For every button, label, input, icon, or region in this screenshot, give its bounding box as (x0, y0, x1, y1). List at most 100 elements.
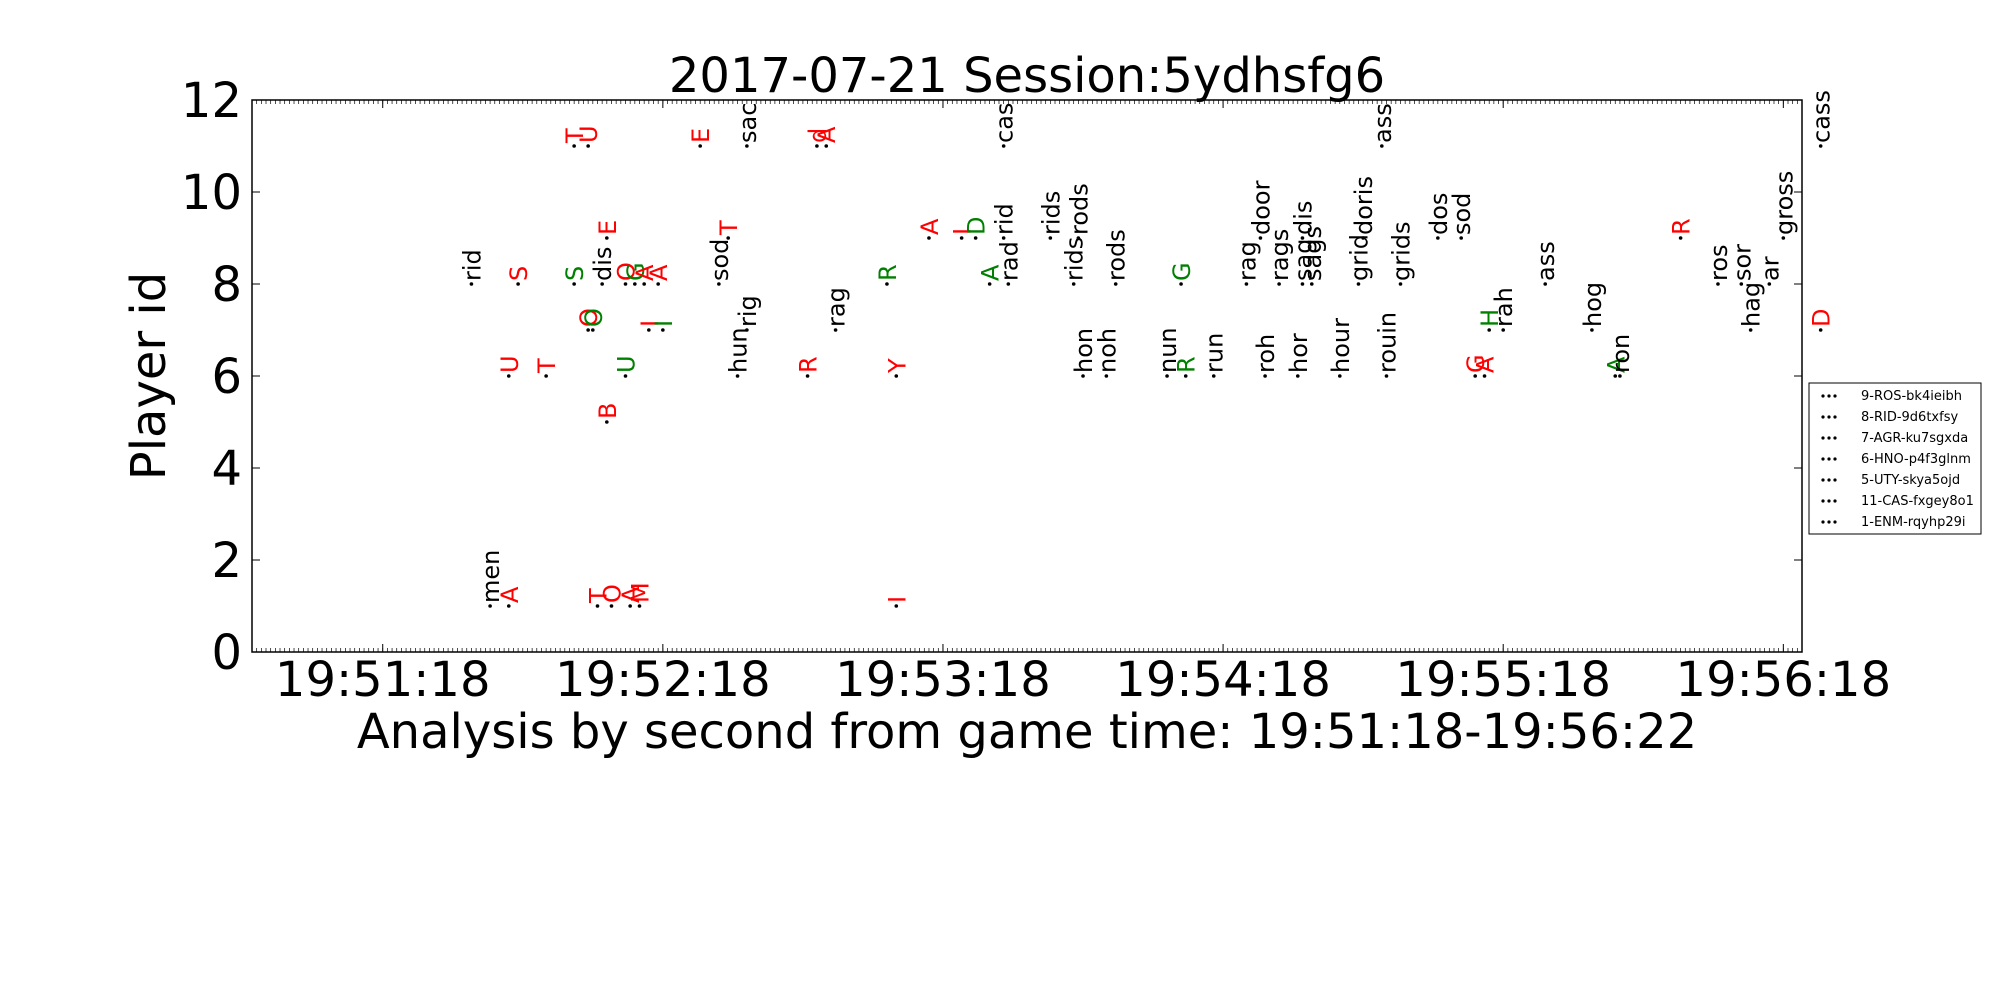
data-point (833, 328, 838, 332)
annotation-label: D (963, 217, 991, 235)
data-point (633, 282, 637, 286)
data-point (1501, 328, 1506, 332)
data-point (1482, 374, 1487, 378)
annotation-label: rid (458, 249, 486, 281)
data-point (927, 236, 931, 240)
annotation-label: ar (1756, 256, 1784, 281)
data-point (973, 236, 978, 240)
annotation-label: rid (991, 203, 1019, 235)
annotation-label: cass (1808, 90, 1836, 143)
data-point (1459, 236, 1463, 240)
annotation-label: run (1201, 333, 1229, 373)
annotation-label: R (1668, 218, 1696, 235)
data-point (628, 604, 632, 608)
data-point (698, 144, 702, 148)
x-axis-ticks: 19:51:18 19:52:18 19:53:18 19:54:18 19:55:18… (275, 100, 1891, 708)
y-axis-ticks: 0 2 4 6 8 10 12 (181, 73, 1802, 681)
annotation-label: cas (991, 103, 1019, 143)
y-tick-label: 4 (211, 441, 242, 497)
data-point (1183, 374, 1188, 378)
legend-marker (1827, 520, 1831, 524)
data-point (1590, 328, 1594, 332)
data-point (572, 282, 576, 286)
legend-marker (1833, 457, 1837, 461)
annotation-label: I (949, 228, 977, 235)
data-point (609, 604, 614, 608)
annotation-label: ron (1607, 334, 1635, 373)
annotation-label: hun (725, 327, 753, 373)
annotation-label: doris (1350, 176, 1378, 235)
data-point (1356, 282, 1361, 286)
legend-marker (1833, 499, 1837, 503)
data-point (1001, 236, 1006, 240)
annotation-label: rids (1037, 191, 1065, 235)
data-point (506, 604, 511, 608)
annotation-label: U (496, 355, 524, 373)
legend-marker (1827, 436, 1831, 440)
data-point (1081, 374, 1085, 378)
x-tick-label: 19:56:18 (1676, 652, 1892, 708)
data-point (717, 282, 721, 286)
annotation-label: I (636, 320, 664, 327)
annotation-label: roh (1252, 334, 1280, 373)
data-point (1716, 282, 1720, 286)
y-tick-label: 2 (211, 533, 242, 589)
data-point (1384, 374, 1389, 378)
data-point (642, 282, 646, 286)
annotation-label: S (561, 266, 589, 281)
data-point (469, 282, 474, 286)
annotation-label: hag (1738, 282, 1766, 327)
data-point (1001, 144, 1006, 148)
annotation-label: H (1476, 309, 1504, 327)
annotation-label: grid (1345, 234, 1373, 281)
data-point (586, 328, 590, 332)
data-point (745, 328, 749, 332)
annotation-label: grids (1387, 221, 1415, 281)
x-tick-label: 19:52:18 (555, 652, 771, 708)
data-point (1767, 282, 1772, 286)
data-point (661, 328, 665, 332)
annotation-label: O (612, 262, 640, 281)
data-point (1473, 374, 1477, 378)
annotation-label: S (505, 266, 533, 281)
x-tick-label: 19:55:18 (1395, 652, 1611, 708)
legend-marker (1833, 415, 1837, 419)
data-point (605, 236, 609, 240)
annotation-label: rad (995, 241, 1023, 281)
data-point (1258, 236, 1263, 240)
annotation-label: rig (734, 295, 762, 327)
annotation-label: A (631, 264, 659, 281)
annotation-label: R (1173, 356, 1201, 373)
data-point (1300, 282, 1305, 286)
data-point (1104, 374, 1109, 378)
annotation-label: rods (1103, 229, 1131, 281)
data-point (1071, 282, 1076, 286)
annotation-label: hog (1579, 282, 1607, 327)
data-point (1263, 374, 1267, 378)
annotation-label: B (594, 403, 622, 419)
data-point (1165, 374, 1169, 378)
annotation-label: rag (823, 287, 851, 327)
annotation-label: Y (883, 358, 911, 374)
y-tick-label: 6 (211, 349, 242, 405)
data-point (805, 374, 810, 378)
data-point (1487, 328, 1491, 332)
data-point (637, 604, 642, 608)
data-point (1076, 236, 1081, 240)
legend-frame (1808, 382, 1982, 535)
data-point (824, 144, 829, 148)
y-tick-label: 0 (211, 625, 242, 681)
annotation-label: O (580, 308, 608, 327)
data-point (1211, 374, 1216, 378)
annotations: ridmenAUSTSTUOOTdisBEOOUAGMAIAIEsodThuns… (458, 90, 1836, 608)
annotation-label: rods (1065, 183, 1093, 235)
annotation-label: I (650, 320, 678, 327)
annotation-label: rouin (1373, 312, 1401, 373)
annotation-label: A (1602, 356, 1630, 373)
data-point (1309, 282, 1314, 286)
y-tick-label: 8 (211, 257, 242, 313)
legend-marker (1833, 520, 1837, 524)
data-point (1277, 282, 1281, 286)
annotation-label: sac (734, 103, 762, 143)
